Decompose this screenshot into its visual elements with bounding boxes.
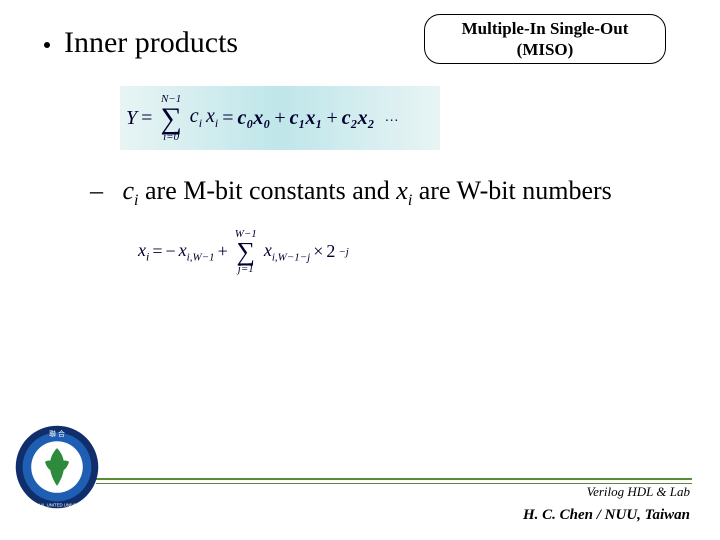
sub-c-sub: i xyxy=(134,192,138,209)
eq2-exp: −j xyxy=(338,246,348,258)
eq2-minus: − xyxy=(166,241,176,262)
sigma-icon: N−1 ∑ i=0 xyxy=(160,94,181,143)
eq1-lhs: Y xyxy=(126,107,137,130)
svg-text:聯 合: 聯 合 xyxy=(49,429,65,438)
eq1-ci: ci xyxy=(190,105,202,131)
eq2-xb: xi,W−1−j xyxy=(264,240,310,264)
bullet-inner-products: Inner products xyxy=(44,26,238,60)
eq2-sum-lower: j=1 xyxy=(238,264,254,275)
eq1-sum-lower: i=0 xyxy=(163,132,179,143)
university-logo-icon: 聯 合 NATIONAL UNITED UNIVERSITY xyxy=(14,424,100,510)
eq2-xa: xi,W−1 xyxy=(179,240,215,264)
bullet-text: Inner products xyxy=(64,26,238,60)
svg-text:NATIONAL UNITED UNIVERSITY: NATIONAL UNITED UNIVERSITY xyxy=(24,503,89,508)
sub-x: x xyxy=(396,176,408,205)
eq1-plus2: + xyxy=(326,107,337,130)
eq1-t0: c₀x₀ xyxy=(238,107,271,130)
sigma-icon-2: W−1 ∑ j=1 xyxy=(235,229,257,274)
eq2-plus: + xyxy=(218,241,228,262)
callout-line2: (MISO) xyxy=(517,39,574,60)
footer-author: H. C. Chen / NUU, Taiwan xyxy=(523,507,690,524)
sub-c: c xyxy=(123,176,135,205)
eq1-t1: c₁x₁ xyxy=(290,107,323,130)
callout-miso: Multiple-In Single-Out (MISO) xyxy=(424,14,666,64)
equation-y-sum: Y = N−1 ∑ i=0 ci xi = c₀x₀ + c₁x₁ + c₂x₂… xyxy=(120,86,440,150)
subbullet-constants: – ci are M-bit constants and xi are W-bi… xyxy=(90,176,690,210)
eq1-t2: c₂x₂ xyxy=(342,107,375,130)
eq1-xi: xi xyxy=(206,105,218,131)
eq1-plus1: + xyxy=(274,107,285,130)
eq2-times: × xyxy=(313,241,323,262)
sub-mid1: are M-bit constants and xyxy=(145,176,396,205)
equation-xi-expansion: xi = − xi,W−1 + W−1 ∑ j=1 xi,W−1−j × 2−j xyxy=(138,222,468,282)
callout-line1: Multiple-In Single-Out xyxy=(462,18,629,39)
dash: – xyxy=(90,176,103,205)
sub-mid2: are W-bit numbers xyxy=(419,176,612,205)
eq1-ellipsis: … xyxy=(385,110,399,126)
eq2-eq: = xyxy=(152,241,162,262)
bullet-dot-icon xyxy=(44,42,50,48)
slide: Inner products Multiple-In Single-Out (M… xyxy=(0,0,720,540)
sub-x-sub: i xyxy=(408,192,412,209)
eq1-eq2: = xyxy=(222,107,233,130)
eq2-two: 2 xyxy=(326,241,335,262)
eq2-lhs: xi xyxy=(138,240,149,265)
eq1-eq1: = xyxy=(141,107,152,130)
footer-course: Verilog HDL & Lab xyxy=(587,484,690,500)
